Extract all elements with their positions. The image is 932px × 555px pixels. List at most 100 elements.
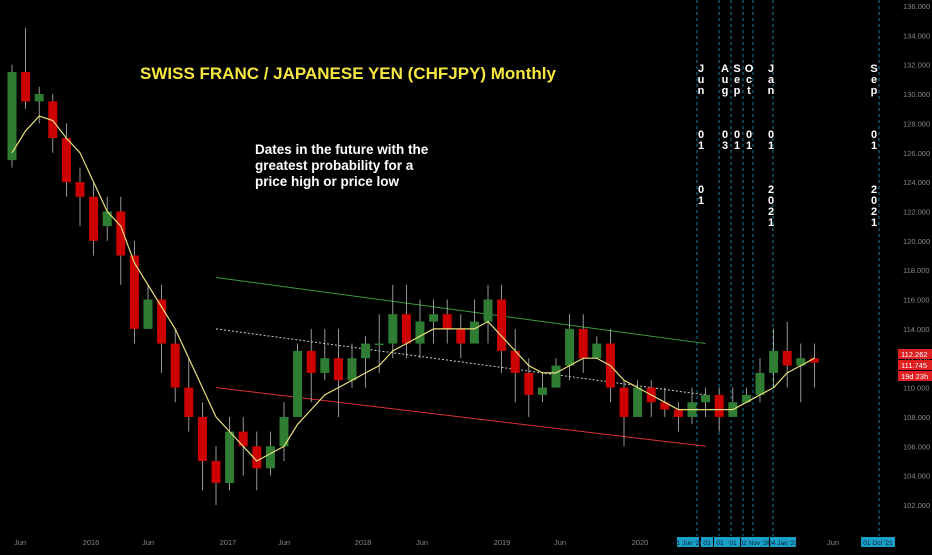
- candle-body: [796, 358, 806, 366]
- candle-body: [21, 72, 31, 102]
- candle-body: [48, 101, 58, 139]
- candle-body: [592, 343, 602, 359]
- x-tick-label: 2018: [355, 538, 372, 547]
- x-tick-label: Jun: [278, 538, 290, 547]
- candle-body: [442, 314, 452, 329]
- x-tick-label: Jun: [554, 538, 566, 547]
- y-tick-label: 116.000: [903, 296, 930, 305]
- candle-body: [157, 299, 167, 344]
- x-tick-label: 2016: [83, 538, 100, 547]
- date-marker-box: [714, 537, 726, 547]
- candle-body: [320, 358, 330, 373]
- candle-body: [524, 372, 534, 395]
- x-tick-label: 2020: [632, 538, 649, 547]
- x-tick-label: 2017: [220, 538, 237, 547]
- candle-body: [129, 255, 139, 329]
- candle-body: [741, 394, 751, 403]
- future-dates-note: Dates in the future with the greatest pr…: [255, 142, 485, 190]
- date-marker-label: 01 Jun '20: [673, 540, 703, 547]
- candle-body: [429, 314, 439, 322]
- upper-channel-line: [215, 277, 706, 345]
- y-tick-label: 130.000: [903, 90, 930, 99]
- price-label: 112.262: [901, 350, 928, 359]
- candle-body: [388, 314, 398, 344]
- chart-title: SWISS FRANC / JAPANESE YEN (CHFJPY) Mont…: [140, 64, 556, 83]
- price-label: 19d 23h: [901, 372, 928, 381]
- candle-body: [116, 211, 126, 256]
- y-tick-label: 128.000: [903, 119, 930, 128]
- candle-body: [565, 328, 575, 366]
- future-date-label: S e p 0 1 2 0 2 1: [870, 63, 878, 229]
- candle-body: [34, 94, 44, 102]
- x-tick-label: Jun: [142, 538, 154, 547]
- candle-body: [184, 387, 194, 417]
- candle-body: [469, 321, 479, 344]
- candle-body: [279, 416, 289, 447]
- candle-body: [510, 350, 520, 373]
- date-marker-label: 01 Oct '21: [863, 540, 893, 547]
- note-line: Dates in the future with the: [255, 142, 429, 157]
- y-tick-label: 134.000: [903, 31, 930, 40]
- candle-body: [619, 387, 629, 417]
- y-tick-label: 114.000: [903, 325, 930, 334]
- date-marker-label: 03: [703, 540, 711, 547]
- candle-body: [361, 343, 371, 359]
- candle-body: [578, 328, 588, 359]
- candle-body: [225, 431, 235, 483]
- future-date-label: O c t 0 1: [744, 63, 754, 152]
- candle-body: [197, 416, 207, 461]
- y-tick-label: 124.000: [903, 178, 930, 187]
- y-tick-label: 132.000: [903, 61, 930, 70]
- candle-body: [265, 446, 275, 469]
- candle-body: [660, 402, 670, 410]
- candle-body: [401, 314, 411, 344]
- candle-body: [551, 365, 561, 388]
- x-tick-label: Jun: [14, 538, 26, 547]
- y-tick-label: 104.000: [903, 472, 930, 481]
- candle-body: [782, 350, 792, 366]
- note-line: greatest probability for a: [255, 158, 414, 173]
- candle-body: [701, 394, 711, 403]
- candle-body: [211, 460, 221, 483]
- date-marker-box: [726, 537, 740, 547]
- candle-body: [809, 358, 819, 363]
- candle-body: [61, 138, 71, 183]
- y-tick-label: 106.000: [903, 442, 930, 451]
- date-marker-label: 01: [716, 540, 724, 547]
- future-date-label: J a n 0 1 2 0 2 1: [767, 63, 775, 229]
- future-date-label: J u n 0 1 0 1: [697, 63, 705, 207]
- candle-body: [497, 299, 507, 351]
- future-date-label: S e p 0 1: [733, 63, 741, 152]
- candle-body: [7, 72, 17, 161]
- y-tick-label: 136.000: [903, 2, 930, 11]
- y-tick-label: 102.000: [903, 501, 930, 510]
- y-tick-label: 120.000: [903, 237, 930, 246]
- candle-body: [714, 394, 724, 417]
- candle-body: [483, 299, 493, 322]
- x-tick-label: 2019: [494, 538, 511, 547]
- y-tick-label: 122.000: [903, 207, 930, 216]
- candle-body: [755, 372, 765, 395]
- x-tick-label: Jun: [827, 538, 839, 547]
- y-tick-label: 110.000: [903, 384, 930, 393]
- price-axis: [898, 0, 932, 550]
- candle-body: [456, 328, 466, 344]
- candle-body: [537, 387, 547, 395]
- date-marker-box: [741, 537, 769, 547]
- candle-body: [415, 321, 425, 344]
- candle-body: [333, 358, 343, 381]
- candle-body: [374, 343, 384, 346]
- note-line: price high or price low: [255, 174, 400, 189]
- y-tick-label: 108.000: [903, 413, 930, 422]
- candle-body: [769, 350, 779, 373]
- candle-body: [293, 350, 303, 417]
- price-label-box: [898, 371, 932, 381]
- y-tick-label: 126.000: [903, 149, 930, 158]
- candle-body: [143, 299, 153, 329]
- moving-average-line: [11, 115, 815, 462]
- candle-body: [102, 211, 112, 227]
- x-tick-label: Jun: [416, 538, 428, 547]
- date-marker-label: 04 Jan '21: [768, 540, 798, 547]
